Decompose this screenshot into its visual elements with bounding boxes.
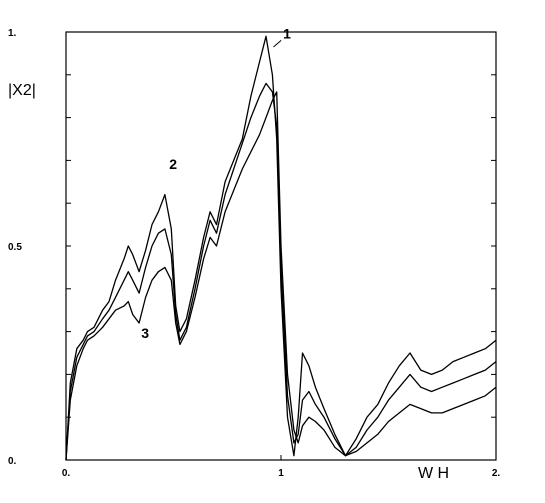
y-tick-label: 1.: [8, 28, 17, 39]
series-layer: [65, 35, 497, 461]
x-tick-label: 0.: [62, 468, 71, 479]
x-tick-label: 2.: [492, 468, 501, 479]
curve-label-1: 1: [283, 25, 291, 41]
series-line-2: [65, 82, 497, 461]
y-tick-label: 0.: [8, 456, 17, 467]
series-line-3: [65, 91, 497, 461]
curve-labels: 1 2 3: [141, 25, 291, 341]
tick-marks: [65, 31, 497, 461]
x-axis-label: W H: [418, 465, 449, 482]
curve-label-2: 2: [169, 156, 177, 172]
x-tick-label: 1: [278, 468, 284, 479]
y-axis-label: |X2|: [8, 82, 36, 99]
y-tick-label: 0.5: [8, 242, 22, 253]
curve-label-3: 3: [141, 325, 149, 341]
tick-labels: 0. 0.5 1. 0. 1 2.: [8, 28, 500, 479]
series-line-1: [65, 35, 497, 461]
curve-label-leader: [273, 40, 282, 48]
